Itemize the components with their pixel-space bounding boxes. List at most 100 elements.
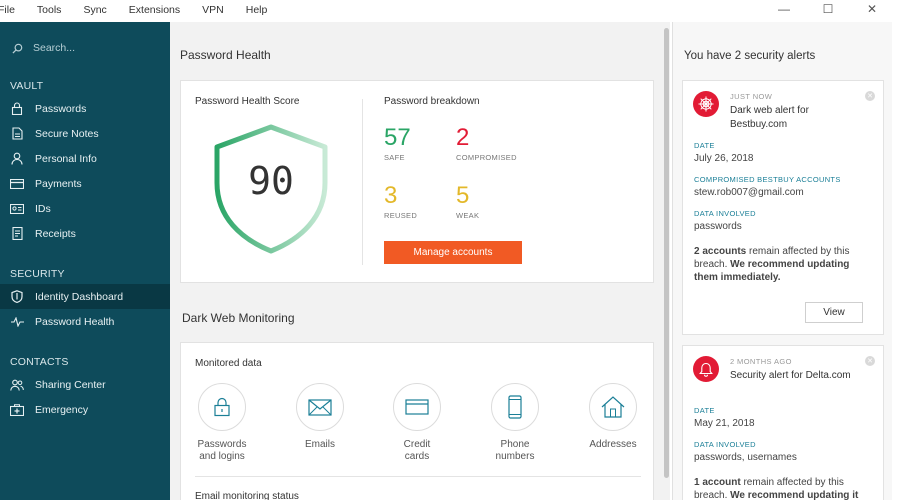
note-bold: 2 accounts xyxy=(694,246,747,257)
alert-headline: Dark web alert for Bestbuy.com xyxy=(730,105,809,130)
alert-timestamp: 2 MONTHS AGO xyxy=(730,357,792,366)
monitored-label: Addresses xyxy=(589,439,637,450)
stat-value: 57 xyxy=(384,124,411,151)
stat-weak[interactable]: 5 WEAK xyxy=(456,182,480,221)
scrollbar-thumb[interactable] xyxy=(664,28,669,478)
alerts-title: You have 2 security alerts xyxy=(684,50,816,62)
monitored-item-phone-numbers[interactable]: Phone numbers xyxy=(480,383,550,463)
sidebar-item-label: Emergency xyxy=(35,403,89,416)
person-icon xyxy=(10,152,24,166)
monitored-item-emails[interactable]: Emails xyxy=(285,383,355,451)
stat-label: COMPROMISED xyxy=(456,153,517,162)
search-icon xyxy=(12,43,23,54)
menu-vpn[interactable]: VPN xyxy=(202,4,224,16)
window-edge xyxy=(892,0,900,500)
sidebar-item-personal-info[interactable]: Personal Info xyxy=(0,146,170,171)
id-icon xyxy=(10,202,24,216)
envelope-icon xyxy=(296,383,344,431)
minimize-button[interactable]: — xyxy=(778,2,790,16)
monitored-item-passwords[interactable]: Passwords and logins xyxy=(187,383,257,463)
spider-web-icon xyxy=(693,91,719,117)
sidebar-item-receipts[interactable]: Receipts xyxy=(0,221,170,246)
vault-section-label: VAULT xyxy=(10,80,44,92)
menu-help[interactable]: Help xyxy=(245,4,268,16)
sidebar-item-sharing-center[interactable]: Sharing Center xyxy=(0,372,170,397)
search-placeholder: Search... xyxy=(33,42,76,54)
stat-reused[interactable]: 3 REUSED xyxy=(384,182,418,221)
alerts-panel: You have 2 security alerts ✕ JUST NOW Da… xyxy=(672,22,892,500)
email-monitoring-status: Email monitoring status xyxy=(195,491,299,500)
date-label: DATE xyxy=(694,406,715,415)
divider xyxy=(195,476,641,477)
stat-label: WEAK xyxy=(456,211,480,220)
manage-accounts-button[interactable]: Manage accounts xyxy=(384,241,522,264)
sidebar-item-label: Password Health xyxy=(35,315,115,328)
maximize-button[interactable]: ☐ xyxy=(822,2,834,16)
menu-sync[interactable]: Sync xyxy=(83,4,107,16)
stat-value: 2 xyxy=(456,124,470,151)
view-button[interactable]: View xyxy=(805,302,863,323)
stat-value: 3 xyxy=(384,182,398,209)
accounts-label: COMPROMISED BESTBUY ACCOUNTS xyxy=(694,175,841,184)
dark-web-monitoring-title: Dark Web Monitoring xyxy=(182,311,295,325)
stat-compromised[interactable]: 2 COMPROMISED xyxy=(456,124,517,163)
sidebar-item-password-health[interactable]: Password Health xyxy=(0,309,170,334)
account-value: stew.rob007@gmail.com xyxy=(694,187,804,198)
close-icon[interactable]: ✕ xyxy=(865,91,875,101)
emergency-icon xyxy=(10,403,24,417)
alert-body: DATE May 21, 2018 DATA INVOLVED password… xyxy=(694,406,876,500)
monitored-item-addresses[interactable]: Addresses xyxy=(578,383,648,451)
stat-safe[interactable]: 57 SAFE xyxy=(384,124,411,163)
sidebar-item-payments[interactable]: Payments xyxy=(0,171,170,196)
search-input[interactable]: Search... xyxy=(0,34,170,62)
password-health-card: Password Health Score 90 Password breakd… xyxy=(180,80,654,283)
close-icon[interactable]: ✕ xyxy=(865,356,875,366)
sidebar: Search... VAULT Passwords Secure Notes P… xyxy=(0,22,170,500)
monitored-item-credit-cards[interactable]: Credit cards xyxy=(382,383,452,463)
data-involved-label: DATA INVOLVED xyxy=(694,209,756,218)
people-icon xyxy=(10,378,24,392)
note-text: remain affected by this breach. xyxy=(694,477,844,500)
score-title: Password Health Score xyxy=(195,96,300,107)
monitored-data-card: Monitored data Passwords and logins Emai… xyxy=(180,342,654,500)
alert-body: DATE July 26, 2018 COMPROMISED BESTBUY A… xyxy=(694,141,876,284)
close-button[interactable]: ✕ xyxy=(866,2,878,16)
alert-card[interactable]: ✕ JUST NOW Dark web alert for Bestbuy.co… xyxy=(682,80,884,335)
date-label: DATE xyxy=(694,141,715,150)
note-bold: We recommend updating it xyxy=(730,490,859,500)
shield-icon xyxy=(10,290,24,304)
menu-extensions[interactable]: Extensions xyxy=(128,4,181,16)
sidebar-item-label: Personal Info xyxy=(35,152,97,165)
shield-score-icon xyxy=(214,124,328,254)
monitored-label: Credit cards xyxy=(403,439,431,462)
data-involved-label: DATA INVOLVED xyxy=(694,440,756,449)
lock-icon xyxy=(198,383,246,431)
stat-label: SAFE xyxy=(384,153,405,162)
sidebar-item-passwords[interactable]: Passwords xyxy=(0,96,170,121)
monitored-label: Phone numbers xyxy=(495,439,535,462)
monitored-label: Emails xyxy=(304,439,335,450)
menu-bar: File Tools Sync Extensions VPN Help — ☐ … xyxy=(0,0,900,20)
stat-value: 5 xyxy=(456,182,470,209)
menu-tools[interactable]: Tools xyxy=(36,4,62,16)
monitored-data-title: Monitored data xyxy=(195,358,262,369)
sidebar-item-label: Payments xyxy=(35,177,82,190)
lock-icon xyxy=(10,102,24,116)
main-scrollbar[interactable] xyxy=(662,22,670,500)
alert-timestamp: JUST NOW xyxy=(730,92,773,101)
note-icon xyxy=(10,127,24,141)
alert-note: 1 account remain affected by this breach… xyxy=(694,476,876,500)
data-involved-value: passwords xyxy=(694,221,742,232)
card-icon xyxy=(10,177,24,191)
breakdown-title: Password breakdown xyxy=(384,96,480,107)
sidebar-item-emergency[interactable]: Emergency xyxy=(0,397,170,422)
sidebar-item-label: Sharing Center xyxy=(35,378,106,391)
sidebar-item-identity-dashboard[interactable]: Identity Dashboard xyxy=(0,284,170,309)
sidebar-item-ids[interactable]: IDs xyxy=(0,196,170,221)
alert-note: 2 accounts remain affected by this breac… xyxy=(694,245,876,284)
window-controls: — ☐ ✕ xyxy=(776,2,880,16)
menu-file[interactable]: File xyxy=(0,4,15,16)
stat-label: REUSED xyxy=(384,211,418,220)
sidebar-item-secure-notes[interactable]: Secure Notes xyxy=(0,121,170,146)
alert-card[interactable]: ✕ 2 MONTHS AGO Security alert for Delta.… xyxy=(682,345,884,500)
